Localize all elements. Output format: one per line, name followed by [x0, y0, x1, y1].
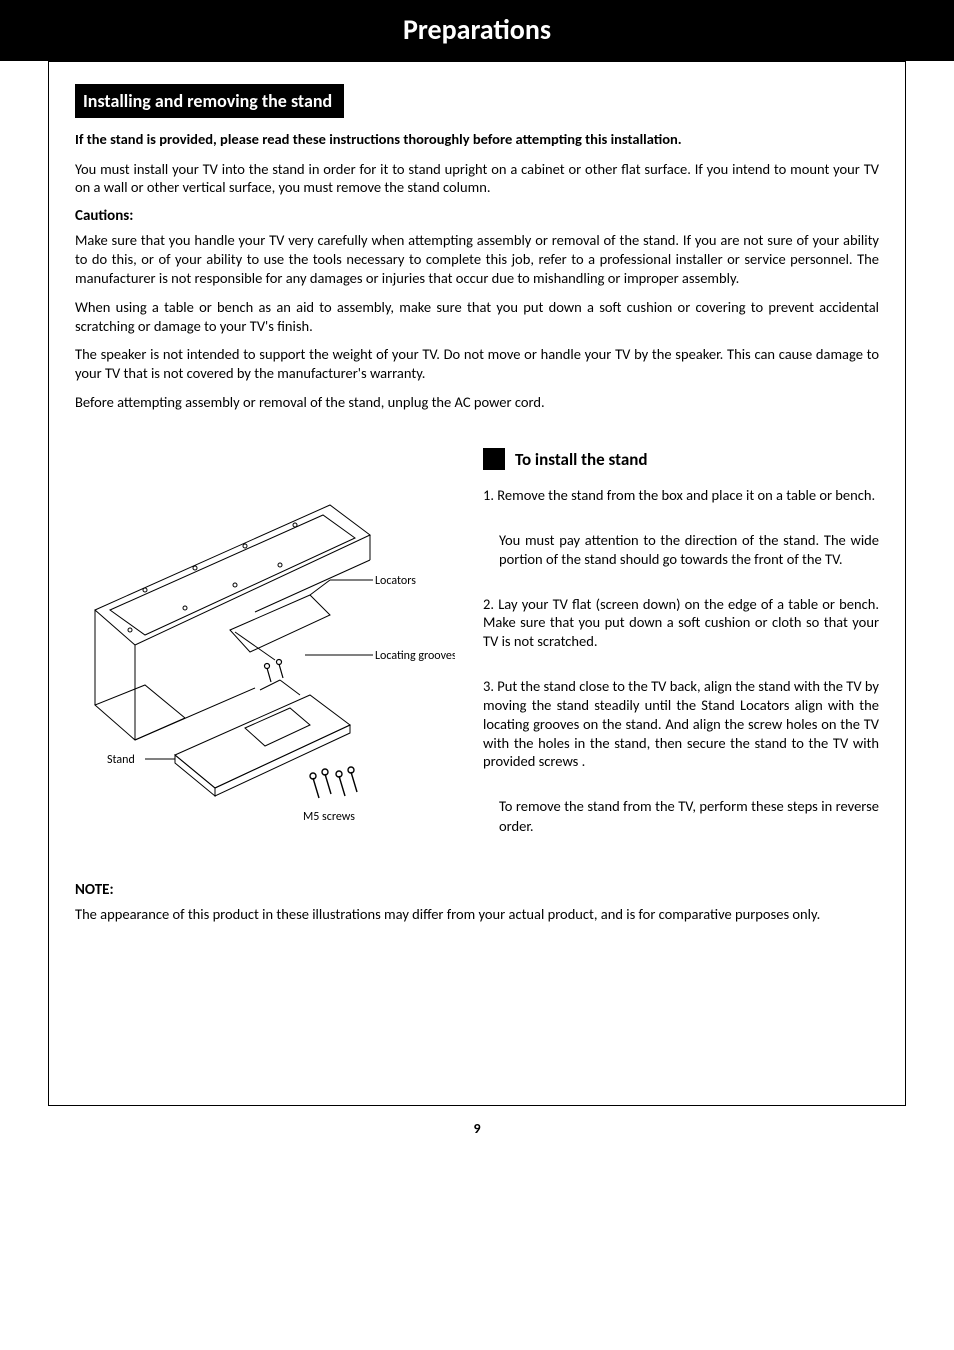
content-frame: Installing and removing the stand If the… [48, 61, 906, 1106]
install-heading: To install the stand [483, 448, 879, 470]
label-screws: M5 screws [303, 810, 355, 824]
intro-bold: If the stand is provided, please read th… [75, 130, 879, 150]
stand-install-illustration: Locators Locating grooves Stand M5 screw… [75, 480, 455, 840]
install-step: 2. Lay your TV flat (screen down) on the… [483, 595, 879, 652]
label-stand: Stand [107, 753, 135, 767]
label-locating-grooves: Locating grooves [375, 649, 455, 663]
caution-paragraph: Make sure that you handle your TV very c… [75, 231, 879, 288]
intro-body: You must install your TV into the stand … [75, 160, 879, 198]
install-step: 3. Put the stand close to the TV back, a… [483, 677, 879, 771]
caution-paragraph: When using a table or bench as an aid to… [75, 298, 879, 336]
two-column-region: Locators Locating grooves Stand M5 screw… [75, 448, 879, 845]
caution-paragraph: The speaker is not intended to support t… [75, 345, 879, 383]
cautions-label: Cautions: [75, 207, 879, 225]
caution-paragraph: Before attempting assembly or removal of… [75, 393, 879, 412]
install-closing: To remove the stand from the TV, perform… [483, 797, 879, 836]
install-heading-text: To install the stand [515, 449, 648, 470]
note-label: NOTE: [75, 881, 879, 899]
note-body: The appearance of this product in these … [75, 905, 879, 925]
install-step-note: You must pay attention to the direction … [483, 531, 879, 569]
instructions-column: To install the stand 1. Remove the stand… [483, 448, 879, 845]
illustration-column: Locators Locating grooves Stand M5 screw… [75, 448, 455, 845]
page-number: 9 [48, 1120, 906, 1137]
heading-marker-icon [483, 448, 505, 470]
section-title: Installing and removing the stand [75, 84, 344, 118]
label-locators: Locators [375, 574, 416, 588]
page-header: Preparations [0, 0, 954, 61]
page-title: Preparations [403, 12, 551, 47]
install-step: 1. Remove the stand from the box and pla… [483, 486, 879, 505]
page-body: Installing and removing the stand If the… [0, 61, 954, 1161]
